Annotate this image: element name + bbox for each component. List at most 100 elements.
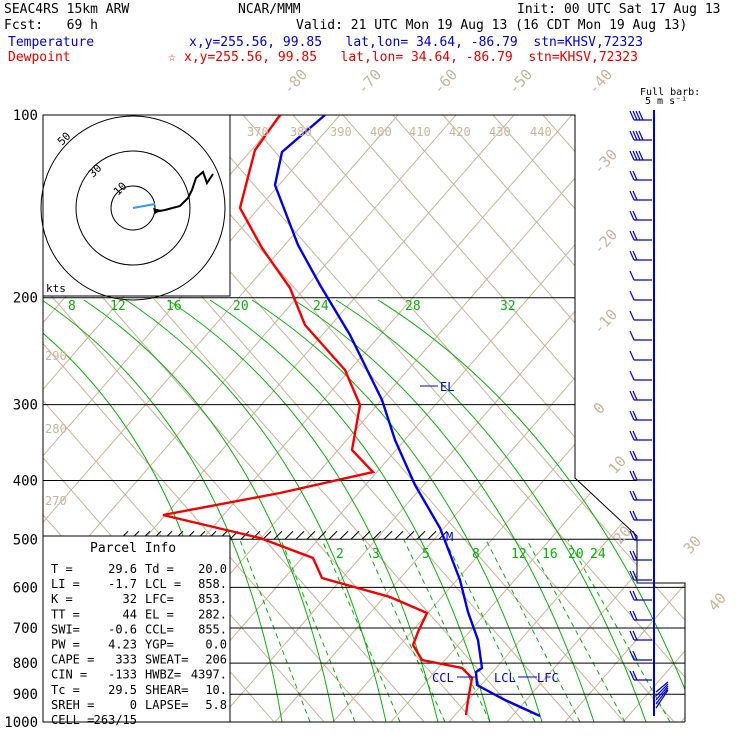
hodograph-ring — [40, 115, 226, 301]
isotherm-line — [506, 115, 685, 722]
isotherm-label: -10 — [590, 305, 622, 337]
wind-barb-flag — [629, 210, 635, 221]
mixing-ratio-line — [567, 539, 671, 722]
temperature-info: x,y=255.56, 99.85 lat,lon= 34.64, -86.79… — [189, 35, 643, 50]
wind-barb — [629, 130, 652, 141]
wind-barb-flag — [629, 310, 635, 321]
pressure-label: 1000 — [4, 715, 38, 731]
wind-barb-flag — [629, 230, 635, 241]
parcel-param-value: 206 — [205, 653, 227, 667]
pressure-label: 500 — [13, 532, 38, 548]
isotherm-label: -60 — [430, 65, 462, 97]
hatch-mark — [328, 530, 338, 540]
wind-barb-flag — [629, 430, 635, 441]
wind-barb — [629, 430, 652, 441]
theta-label: 280 — [45, 422, 67, 436]
hatch-mark — [350, 530, 360, 540]
center-name: NCAR/MMM — [238, 2, 301, 17]
parcel-param-value: 29.5 — [108, 683, 137, 697]
lfc-annotation: LFC — [537, 671, 559, 685]
wind-barb — [629, 350, 652, 361]
hatch-mark — [405, 530, 415, 540]
parcel-box — [42, 535, 231, 723]
parcel-param-value: 5.8 — [205, 698, 227, 712]
mixing-ratio-label: 2 — [336, 547, 344, 562]
wind-barb-cluster — [655, 683, 669, 697]
dry-adiabat-line — [43, 115, 504, 722]
wind-barb-flag — [629, 250, 635, 261]
moist-adiabat-line — [167, 299, 439, 722]
parcel-info-box: Parcel Info T = 29.6 Td = 20.0 LI = -1.7 LCL = 8… — [42, 535, 231, 727]
wind-barb — [629, 510, 652, 521]
valid-time: Valid: 21 UTC Mon 19 Aug 13 (16 CDT Mon … — [296, 18, 688, 33]
parcel-param-value: 263/15 — [94, 713, 137, 727]
hodograph-frame — [42, 114, 231, 297]
parcel-param-name: T = — [51, 562, 73, 576]
wind-barb — [629, 590, 652, 601]
wind-barb — [629, 470, 652, 481]
wind-barb-flag — [629, 670, 635, 681]
wind-barb-flag — [632, 530, 638, 541]
init-time: Init: 00 UTC Sat 17 Aug 13 — [517, 2, 721, 17]
moist-adiabat-line — [377, 299, 685, 722]
isotherm-line — [564, 115, 685, 722]
sounding-series — [162, 115, 541, 718]
wind-barb-flag — [632, 590, 638, 601]
wind-barb-flag — [629, 470, 635, 481]
wind-barb — [629, 650, 652, 661]
parcel-param-name: LAPSE= — [145, 698, 188, 712]
isotherm-label: -50 — [505, 65, 537, 97]
parcel-param-value: 29.6 — [108, 562, 137, 576]
mixing-ratio-label: 28 — [405, 299, 421, 314]
theta-label: 290 — [45, 349, 67, 363]
pressure-label: 700 — [13, 621, 38, 637]
pressure-label: 100 — [13, 108, 38, 124]
hodograph-ring — [75, 150, 191, 266]
parcel-param-name: Td = — [145, 562, 174, 576]
hodograph-arrow — [153, 208, 161, 214]
hodograph-ring — [110, 185, 156, 231]
isotherm-line — [448, 115, 685, 722]
mixing-ratio-line — [526, 539, 626, 722]
dry-adiabat-line — [43, 115, 454, 722]
dewpoint-label: Dewpoint — [8, 50, 71, 65]
hodograph-trace — [153, 170, 214, 213]
wind-barb — [629, 670, 652, 681]
hatch-mark — [394, 530, 404, 540]
wind-barb-flag — [629, 190, 635, 201]
theta-label: 270 — [45, 494, 67, 508]
isotherm-label: -40 — [585, 65, 617, 97]
forecast-hour: Fcst: 69 h — [4, 18, 98, 33]
hatch-mark — [361, 530, 371, 540]
wind-barb-flag — [632, 230, 638, 241]
parcel-param-name: CIN = — [51, 668, 87, 682]
parcel-param-value: 4397. — [191, 668, 227, 682]
wind-barb-flag — [632, 450, 638, 461]
wind-barb-units: 5 m s⁻¹ — [645, 96, 687, 107]
isotherm-label: 0 — [590, 399, 609, 418]
wind-barb — [629, 290, 652, 301]
wind-barb-flag — [629, 510, 635, 521]
wind-barb-flag — [638, 150, 644, 161]
wind-barb-cluster — [655, 689, 669, 709]
mixing-ratio-line — [403, 539, 491, 722]
wind-barb-flag — [632, 570, 638, 581]
pressure-label: 800 — [13, 656, 38, 672]
parcel-param-value: -0.6 — [108, 622, 137, 636]
hatch-mark — [295, 530, 305, 540]
m-annotation: M — [446, 530, 453, 544]
isotherm-label: -80 — [280, 65, 312, 97]
mixing-ratio-label: 24 — [590, 547, 606, 562]
wind-barb-flag — [632, 110, 638, 121]
wind-barb — [629, 310, 652, 321]
isotherm-label: -20 — [590, 225, 622, 257]
parcel-param-name: TT = — [51, 607, 80, 621]
pressure-label: 900 — [13, 687, 38, 703]
wind-barb-flag — [629, 630, 635, 641]
parcel-param-name: K = — [51, 592, 73, 606]
isotherm-line — [622, 115, 685, 722]
mixing-ratio-line — [362, 539, 446, 722]
moist-adiabat-line — [43, 299, 283, 722]
wind-barb-flag — [629, 490, 635, 501]
mixing-ratio-label: 12 — [110, 299, 126, 314]
